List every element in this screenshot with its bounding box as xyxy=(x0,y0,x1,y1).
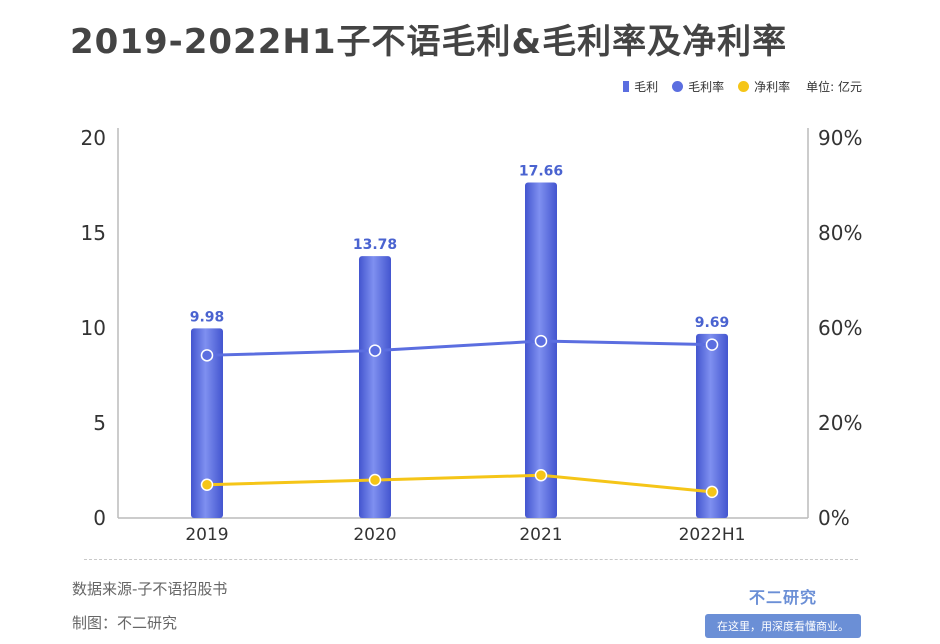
brand-name: 不二研究 xyxy=(748,588,817,607)
right-tick-label: 90% xyxy=(818,126,862,150)
x-tick-label: 2021 xyxy=(519,525,562,545)
legend-item-net-margin: 净利率 xyxy=(738,78,790,95)
bar-gross-profit xyxy=(359,256,391,518)
left-tick-label: 15 xyxy=(81,221,106,245)
legend-label: 毛利率 xyxy=(688,80,725,94)
left-tick-label: 0 xyxy=(93,506,106,530)
brand-block: 不二研究 在这里，用深度看懂商业。 xyxy=(705,584,861,638)
legend-item-gross-margin: 毛利率 xyxy=(672,78,724,95)
line-point xyxy=(705,485,719,499)
x-axis-ticks: 2019 2020 2021 2022H1 xyxy=(185,525,745,545)
x-tick-label: 2019 xyxy=(185,525,228,545)
bar-series: 9.98 13.78 17.66 9.69 xyxy=(190,163,730,518)
bar-data-label: 13.78 xyxy=(353,237,397,253)
bar-data-label: 9.69 xyxy=(695,315,730,331)
x-tick-label: 2020 xyxy=(353,525,396,545)
legend-dot-swatch xyxy=(738,81,750,92)
chart-legend: 毛利 毛利率 净利率 单位: 亿元 xyxy=(609,78,862,95)
right-tick-label: 60% xyxy=(818,316,862,340)
maker-note: 制图：不二研究 xyxy=(72,614,178,632)
right-tick-label: 0% xyxy=(818,506,850,530)
bar-data-label: 9.98 xyxy=(190,309,225,325)
line-point xyxy=(200,478,214,491)
bar-data-label: 17.66 xyxy=(519,163,563,179)
legend-label: 净利率 xyxy=(754,80,791,94)
source-note: 数据来源-子不语招股书 xyxy=(72,580,228,598)
line-point xyxy=(368,473,382,487)
brand-slogan: 在这里，用深度看懂商业。 xyxy=(705,614,861,638)
line-point xyxy=(534,469,548,482)
left-tick-label: 10 xyxy=(81,316,106,340)
right-axis-ticks: 0% 20% 60% 80% 90% xyxy=(818,126,862,530)
chart-title: 2019-2022H1子不语毛利&毛利率及净利率 xyxy=(70,22,788,62)
left-tick-label: 20 xyxy=(81,126,106,150)
unit-label: 单位: 亿元 xyxy=(806,80,862,94)
legend-item-gross-profit: 毛利 xyxy=(623,78,658,95)
line-gross-margin xyxy=(206,339,713,357)
legend-bar-swatch xyxy=(623,81,630,92)
line-point xyxy=(534,334,548,348)
right-tick-label: 20% xyxy=(818,411,862,435)
legend-label: 毛利 xyxy=(634,80,659,94)
left-axis-ticks: 0 5 10 15 20 xyxy=(81,126,106,530)
line-net-margin xyxy=(206,473,713,494)
bar-gross-profit xyxy=(191,328,223,518)
line-point xyxy=(200,349,214,362)
line-point xyxy=(368,344,382,357)
legend-dot-swatch xyxy=(672,81,684,92)
footer-divider xyxy=(84,559,858,560)
right-tick-label: 80% xyxy=(818,221,862,245)
line-point xyxy=(705,338,719,351)
bar-gross-profit xyxy=(696,333,728,518)
line-series xyxy=(200,334,719,499)
x-tick-label: 2022H1 xyxy=(679,525,746,545)
left-tick-label: 5 xyxy=(93,411,106,435)
bar-gross-profit xyxy=(525,182,557,518)
